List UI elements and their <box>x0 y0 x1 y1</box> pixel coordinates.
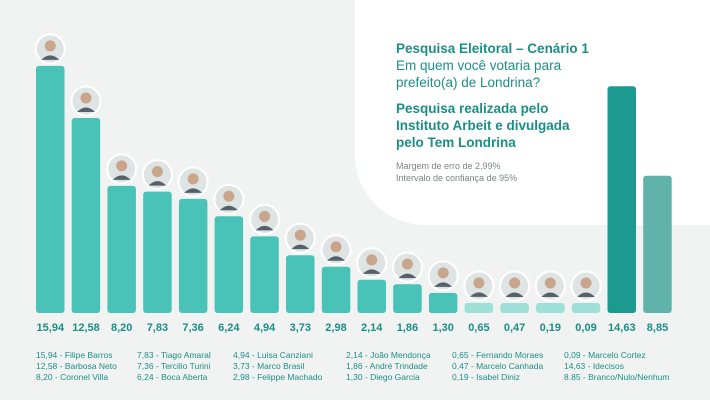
bar <box>607 86 636 313</box>
legend-entry: 2,98 - Felippe Machado <box>233 372 323 382</box>
candidate-avatar <box>499 270 531 302</box>
value-label: 7,83 <box>147 322 168 334</box>
legend-column-2: 7,83 - Tiago Amaral 7,36 - Tercilio Turi… <box>137 350 211 383</box>
value-label: 15,94 <box>37 322 65 334</box>
candidate-avatar <box>106 153 138 185</box>
bar <box>643 175 672 313</box>
value-label: 7,36 <box>182 322 203 334</box>
candidate-avatar <box>141 159 173 191</box>
avatars-group <box>34 33 602 302</box>
legend-entry: 7,36 - Tercilio Turini <box>137 361 211 371</box>
value-label: 8,20 <box>111 322 132 334</box>
candidate-avatar <box>391 251 423 283</box>
bar <box>36 65 65 314</box>
candidate-avatar <box>534 270 566 302</box>
candidate-avatar <box>463 270 495 302</box>
bar-chart: 15,94 12,58 8,20 7,83 7,36 6,24 4,94 3,73 2,98 2,… <box>34 33 672 334</box>
legend-entry: 2,14 - João Mendonça <box>346 350 431 360</box>
bar <box>500 303 529 313</box>
legend-entry: 3,73 - Marco Brasil <box>233 361 305 371</box>
legend-entry: 14,63 - Idecisos <box>564 361 625 371</box>
value-label: 0,47 <box>504 322 525 334</box>
candidate-avatar <box>70 85 102 117</box>
value-label: 1,86 <box>397 322 418 334</box>
legend-entry: 4,94 - Luisa Canziani <box>233 350 313 360</box>
legend-column-4: 2,14 - João Mendonça 1,86 - André Trinda… <box>346 350 431 383</box>
source-line-3: pelo Tem Londrina <box>396 135 516 150</box>
bar <box>107 185 136 313</box>
candidate-avatar <box>320 234 352 266</box>
margin-of-error: Margem de erro de 2,99% <box>396 161 501 171</box>
candidate-avatar <box>284 222 316 254</box>
source-line-2: Instituto Arbeit e divulgada <box>396 118 570 133</box>
legend-entry: 8.85 - Branco/Nulo/Nenhum <box>564 372 670 382</box>
bar <box>214 216 244 313</box>
bar <box>71 118 101 313</box>
legend-entry: 0,19 - Isabel Diniz <box>452 372 521 382</box>
value-label: 0,19 <box>540 322 561 334</box>
value-label: 4,94 <box>254 322 276 334</box>
legend-entry: 7,83 - Tiago Amaral <box>137 350 211 360</box>
value-label: 0,65 <box>468 322 489 334</box>
legend-entry: 1,86 - André Trindade <box>346 361 428 371</box>
value-label: 12,58 <box>72 322 100 334</box>
candidate-avatar <box>249 203 281 235</box>
value-label: 2,14 <box>361 322 383 334</box>
value-label: 1,30 <box>432 322 453 334</box>
candidate-avatar <box>34 33 66 65</box>
value-label: 3,73 <box>290 322 311 334</box>
question-line-2: prefeito(a) de Londrina? <box>396 75 541 90</box>
legend-column-5: 0,65 - Fernando Moraes 0,47 - Marcelo Ca… <box>452 350 543 383</box>
legend-entry: 0,09 - Marcelo Cortez <box>564 350 646 360</box>
legend-entry: 12,58 - Barbosa Neto <box>36 361 117 371</box>
candidate-avatar <box>356 247 388 279</box>
bar <box>250 236 279 313</box>
legend-column-6: 0,09 - Marcelo Cortez 14,63 - Idecisos 8… <box>564 350 669 383</box>
bar <box>178 198 208 313</box>
confidence-interval: Intervalo de confiança de 95% <box>396 173 518 183</box>
value-label: 14,63 <box>608 322 636 334</box>
question-line-1: Em quem você votaria para <box>396 58 562 73</box>
bar <box>428 292 458 314</box>
bar <box>464 302 494 313</box>
info-panel: Pesquisa Eleitoral – Cenário 1 Em quem v… <box>396 40 696 184</box>
candidate-avatar <box>570 270 602 302</box>
value-label: 8,85 <box>647 322 668 334</box>
value-label: 0,09 <box>575 322 596 334</box>
candidate-avatar <box>427 260 459 292</box>
bar <box>286 255 315 313</box>
candidate-avatar <box>213 183 245 215</box>
value-label: 6,24 <box>218 322 240 334</box>
candidate-avatar <box>177 166 209 198</box>
bars-group <box>36 65 672 314</box>
bar <box>143 191 172 313</box>
legend-entry: 6,24 - Boca Aberta <box>137 372 208 382</box>
legend-entry: 15,94 - Filipe Barros <box>36 350 113 360</box>
value-labels-group: 15,94 12,58 8,20 7,83 7,36 6,24 4,94 3,73 2,98 2,… <box>37 322 669 334</box>
source-line-1: Pesquisa realizada pelo <box>396 101 549 116</box>
bar <box>571 303 601 313</box>
bar <box>357 279 386 313</box>
bar <box>393 284 422 313</box>
legend-column-3: 4,94 - Luisa Canziani 3,73 - Marco Brasi… <box>233 350 322 383</box>
chart-title: Pesquisa Eleitoral – Cenário 1 <box>396 41 589 56</box>
value-label: 2,98 <box>325 322 346 334</box>
legend-entry: 0,47 - Marcelo Canhada <box>452 361 544 371</box>
bar <box>321 266 351 313</box>
legend-entry: 1,30 - Diego Garcia <box>346 372 420 382</box>
bar <box>536 303 565 313</box>
legend-column-1: 15,94 - Filipe Barros 12,58 - Barbosa Ne… <box>36 350 117 383</box>
legend-entry: 8,20 - Coronel Villa <box>36 372 109 382</box>
legend-entry: 0,65 - Fernando Moraes <box>452 350 544 360</box>
